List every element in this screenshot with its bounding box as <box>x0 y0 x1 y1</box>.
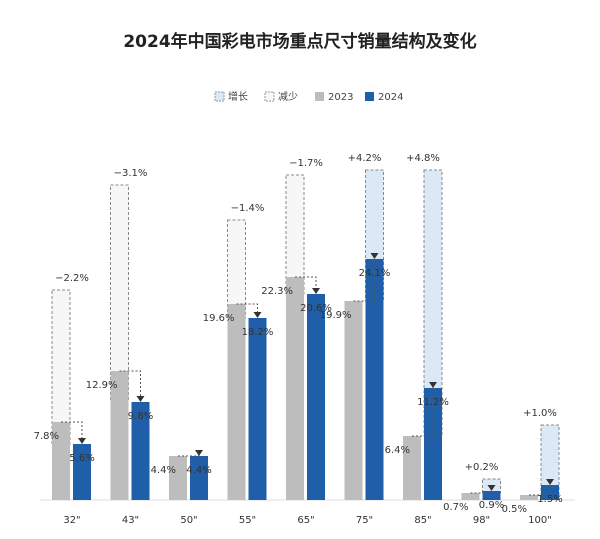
bar <box>169 456 187 500</box>
bar <box>461 493 480 500</box>
bar <box>190 456 208 500</box>
bar <box>482 491 501 500</box>
change-label: −1.7% <box>289 158 323 169</box>
legend-label: 增长 <box>228 90 248 103</box>
change-label: +0.2% <box>465 462 499 473</box>
arrow-head <box>370 253 379 259</box>
x-tick-label: 98" <box>473 515 490 526</box>
value-label: 0.7% <box>443 502 468 513</box>
legend-label: 2023 <box>328 92 353 103</box>
value-label: 18.2% <box>242 327 274 338</box>
bar <box>541 485 559 500</box>
x-tick-label: 100" <box>528 515 552 526</box>
change-label: −2.2% <box>55 273 89 284</box>
value-label: 0.5% <box>502 504 527 515</box>
arrow-head <box>195 450 203 456</box>
arrow-head <box>136 396 145 402</box>
bar <box>52 422 70 500</box>
arrow-head <box>487 485 496 491</box>
arrow-head <box>546 479 554 485</box>
x-tick-label: 50" <box>180 515 197 526</box>
legend-swatch <box>264 91 275 102</box>
change-arrow <box>529 481 551 496</box>
legend-swatch <box>365 92 374 101</box>
bar <box>73 444 91 500</box>
change-arrow <box>119 370 141 398</box>
value-label: 4.4% <box>151 465 176 476</box>
arrow-head <box>253 312 262 318</box>
value-label: 19.6% <box>203 313 235 324</box>
x-tick-label: 55" <box>239 515 256 526</box>
change-arrow <box>178 452 200 457</box>
bar <box>424 388 442 500</box>
value-label: 12.9% <box>86 380 118 391</box>
arrow-head <box>312 288 320 294</box>
chart-title: 2024年中国彩电市场重点尺寸销量结构及变化 <box>123 31 476 52</box>
change-label: +4.8% <box>406 153 440 164</box>
change-box <box>227 219 246 319</box>
legend-swatch <box>214 91 225 102</box>
bar <box>227 304 246 500</box>
value-label: 22.3% <box>261 286 293 297</box>
change-box <box>285 174 305 295</box>
arrow-head <box>429 382 437 388</box>
change-arrow <box>353 255 375 302</box>
change-arrow <box>61 421 83 440</box>
legend-swatch <box>315 92 324 101</box>
change-label: −3.1% <box>114 168 148 179</box>
x-tick-label: 85" <box>414 515 431 526</box>
value-label: 6.4% <box>385 445 410 456</box>
x-tick-label: 65" <box>297 515 314 526</box>
legend-label: 减少 <box>278 91 298 103</box>
legend-label: 2024 <box>378 92 403 103</box>
bar <box>286 277 304 500</box>
change-label: +4.2% <box>348 153 382 164</box>
x-tick-label: 75" <box>356 515 373 526</box>
value-label: 1.5% <box>537 494 562 505</box>
arrow-head <box>78 438 86 444</box>
bar <box>131 402 150 500</box>
value-label: 7.8% <box>34 431 59 442</box>
change-label: −1.4% <box>231 203 265 214</box>
value-label: 11.2% <box>417 397 449 408</box>
bar <box>248 318 267 500</box>
value-label: 19.9% <box>320 310 352 321</box>
bar <box>403 436 421 500</box>
value-label: 9.8% <box>128 411 153 422</box>
value-label: 4.4% <box>186 465 211 476</box>
change-box <box>51 289 71 445</box>
value-label: 5.6% <box>69 453 94 464</box>
bar <box>344 301 363 500</box>
value-label: 24.1% <box>359 268 391 279</box>
change-arrow <box>295 276 317 290</box>
value-label: 0.9% <box>479 500 504 511</box>
x-tick-label: 32" <box>63 515 80 526</box>
change-box <box>110 184 129 403</box>
change-arrow <box>412 384 434 437</box>
x-tick-label: 43" <box>122 515 139 526</box>
bar <box>110 371 129 500</box>
bar <box>307 294 325 500</box>
bar <box>365 259 384 500</box>
value-label: 20.6% <box>300 303 332 314</box>
bar <box>520 495 538 500</box>
change-label: +1.0% <box>523 408 557 419</box>
change-arrow <box>236 303 258 314</box>
